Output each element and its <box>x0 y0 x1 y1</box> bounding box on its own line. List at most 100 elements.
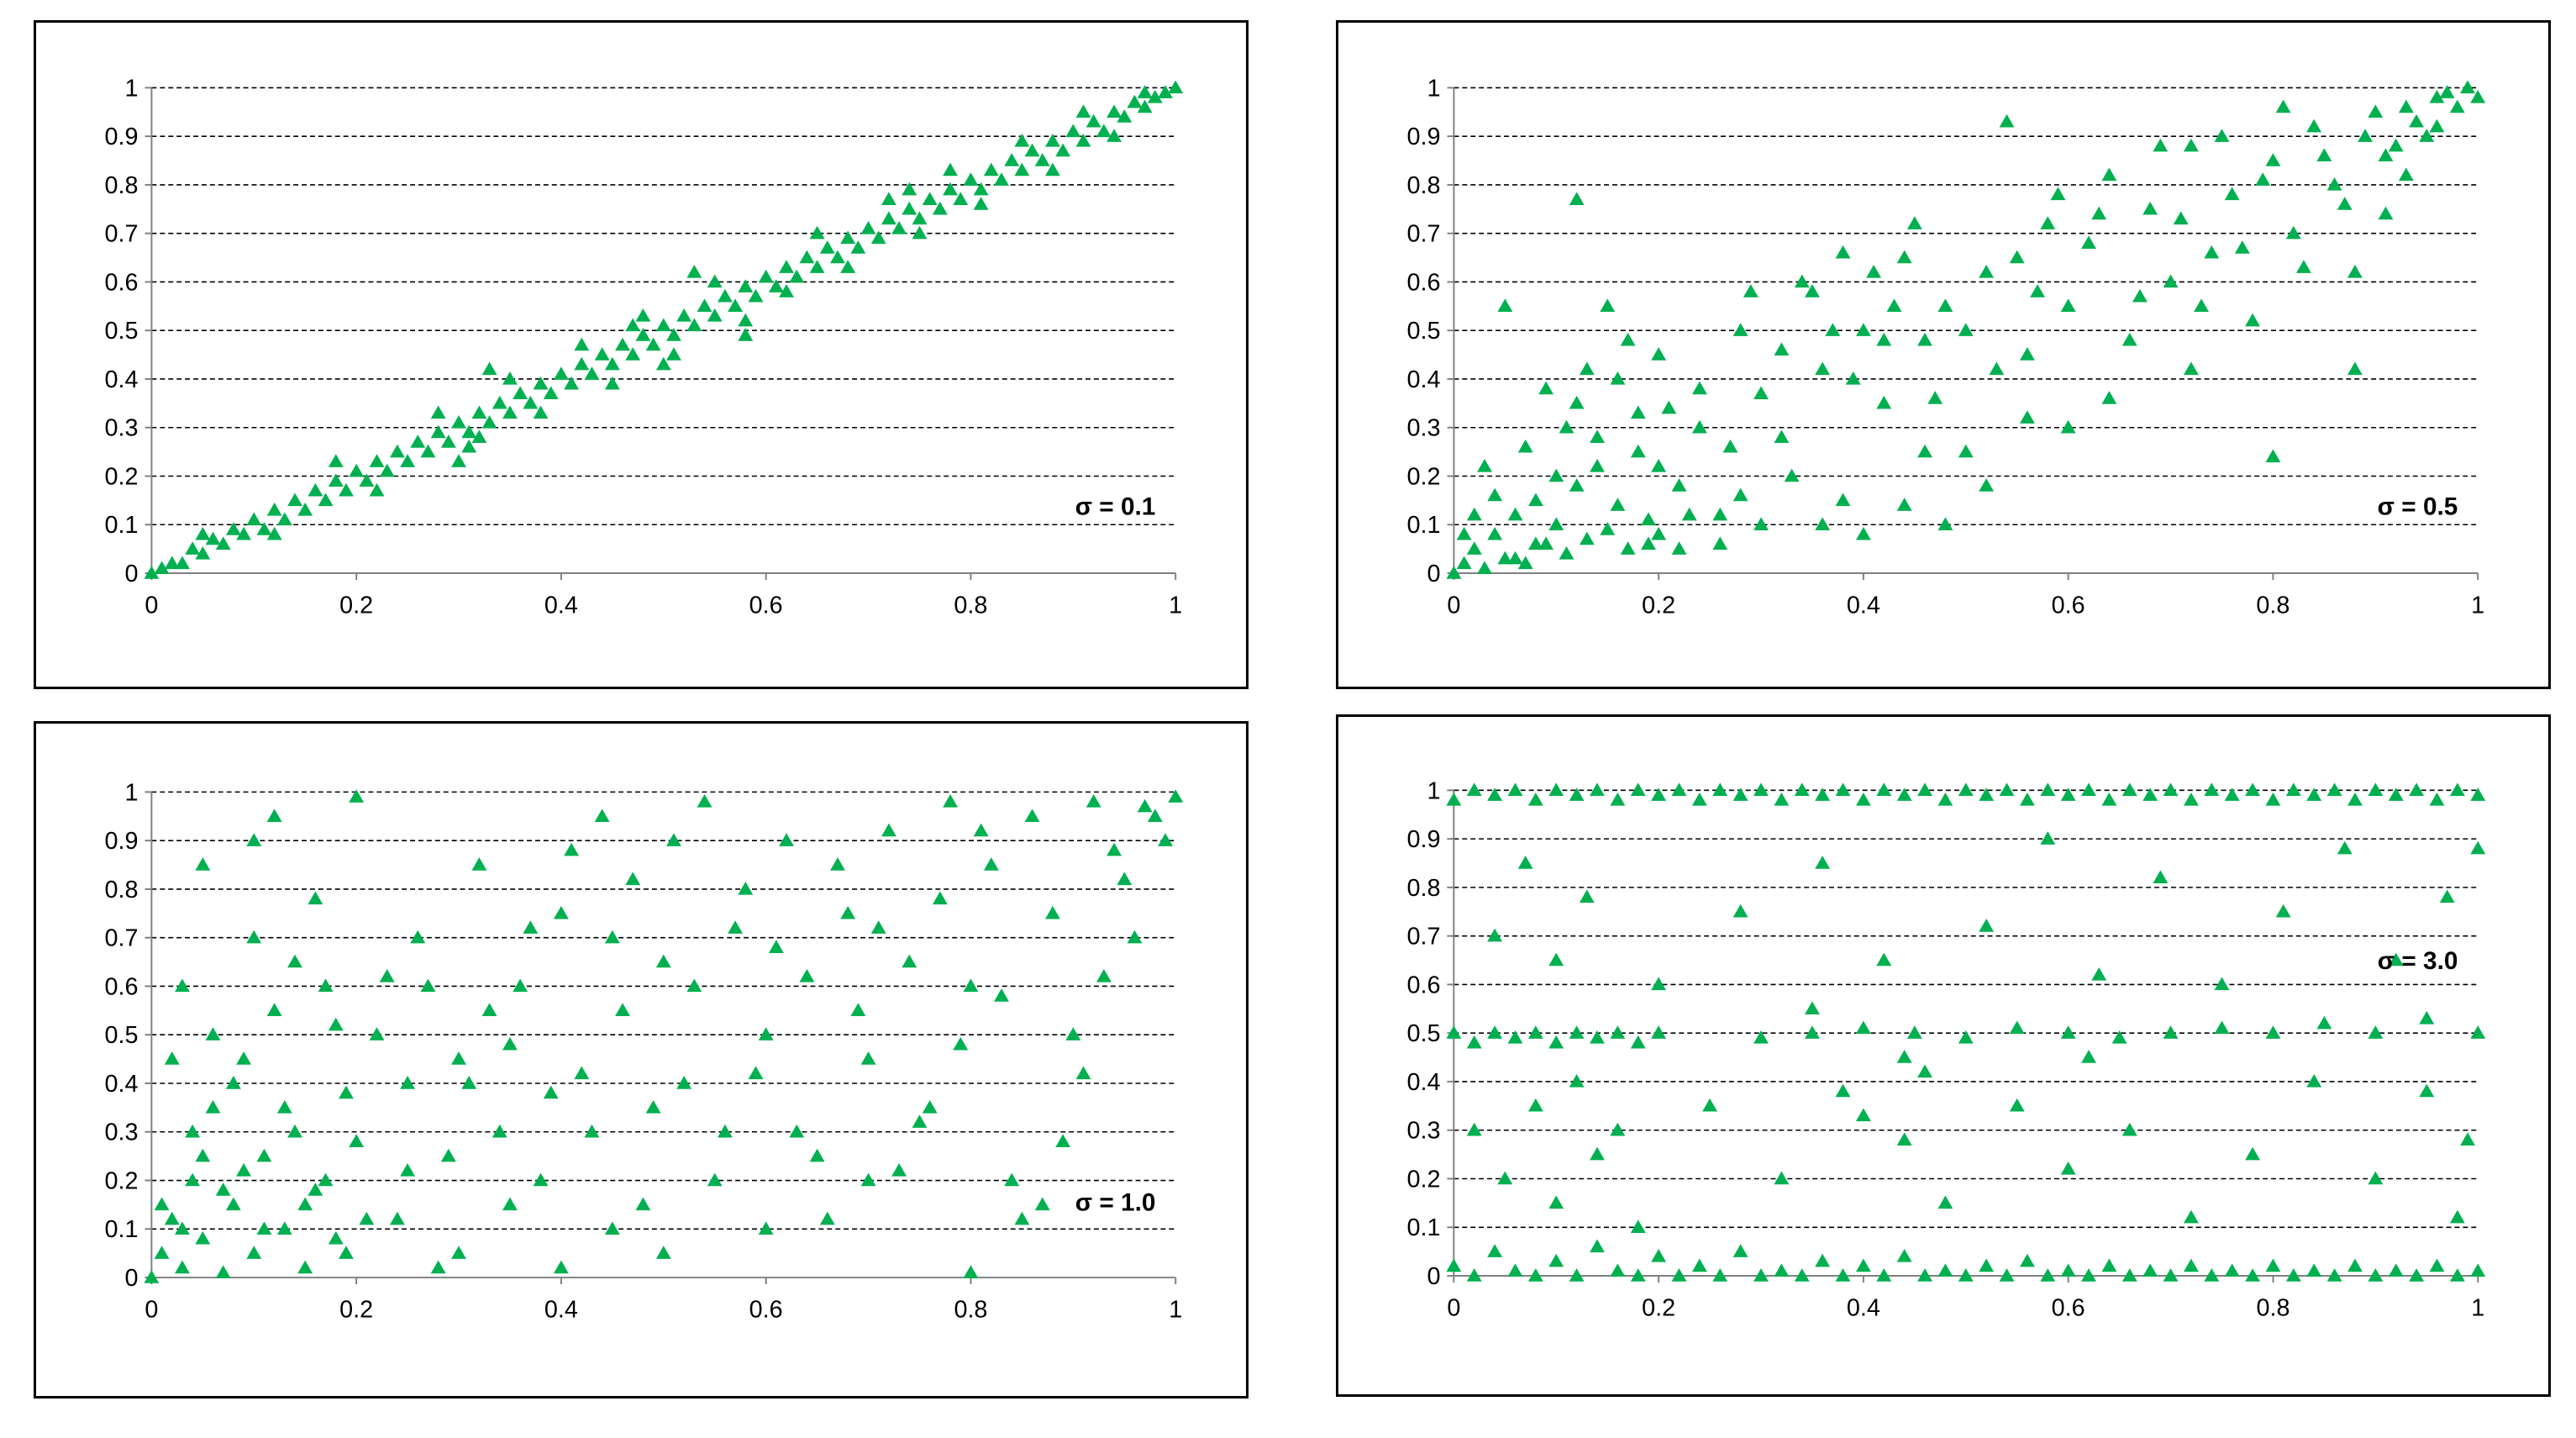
y-tick-label: 0.2 <box>1407 463 1441 490</box>
data-point-triangle <box>420 444 436 458</box>
data-point-triangle <box>1147 809 1163 822</box>
y-tick-label: 0.8 <box>1406 875 1440 902</box>
data-point-triangle <box>1876 782 1892 797</box>
data-point-triangle <box>1045 905 1060 919</box>
data-point-triangle <box>1446 1258 1462 1272</box>
data-point-triangle <box>574 356 590 371</box>
data-point-triangle <box>1117 109 1133 123</box>
data-point-triangle <box>973 197 989 210</box>
data-point-triangle <box>728 920 744 934</box>
data-point-triangle <box>1086 113 1101 128</box>
data-point-triangle <box>840 230 856 245</box>
y-tick-label: 0.1 <box>1406 1214 1440 1241</box>
x-tick-label: 0.8 <box>954 593 987 619</box>
data-point-triangle <box>2470 840 2486 855</box>
data-point-triangle <box>287 954 302 968</box>
data-point-triangle <box>850 240 866 254</box>
data-point-triangle <box>1794 1268 1810 1282</box>
data-point-triangle <box>553 366 569 380</box>
data-point-triangle <box>625 347 641 361</box>
data-point-triangle <box>1590 429 1605 443</box>
data-point-triangle <box>1835 782 1851 797</box>
data-point-triangle <box>973 823 989 837</box>
data-point-triangle <box>1671 541 1687 555</box>
data-point-triangle <box>185 1124 201 1138</box>
data-point-triangle <box>2060 1161 2076 1175</box>
data-point-triangle <box>1590 1239 1605 1253</box>
data-point-triangle <box>1753 782 1769 797</box>
y-tick-label: 0.6 <box>105 269 139 296</box>
x-tick-label: 1 <box>2471 1295 2484 1322</box>
data-point-triangle <box>1107 129 1122 142</box>
data-point-triangle <box>953 1036 969 1051</box>
data-point-triangle <box>339 482 354 497</box>
data-point-triangle <box>2081 782 2097 797</box>
data-point-triangle <box>1507 782 1523 797</box>
data-point-triangle <box>523 920 539 934</box>
x-tick-label: 0.6 <box>2052 593 2085 619</box>
data-point-triangle <box>2019 347 2035 361</box>
data-point-triangle <box>502 371 518 385</box>
data-point-triangle <box>328 473 344 487</box>
data-point-triangle <box>308 1183 323 1196</box>
data-point-triangle <box>2081 1050 2097 1063</box>
data-point-triangle <box>533 405 549 419</box>
data-point-triangle <box>1487 1025 1503 1039</box>
data-point-triangle <box>655 356 671 371</box>
data-point-triangle <box>1477 561 1492 574</box>
data-point-triangle <box>328 1017 344 1031</box>
data-point-triangle <box>440 1148 456 1162</box>
data-point-triangle <box>1456 556 1472 570</box>
y-tick-label: 0.3 <box>1407 415 1441 442</box>
data-point-triangle <box>276 1099 292 1114</box>
data-point-triangle <box>963 172 979 186</box>
data-point-triangle <box>1610 1263 1626 1277</box>
data-point-triangle <box>860 1051 876 1065</box>
data-point-triangle <box>830 857 845 871</box>
data-point-triangle <box>308 482 323 497</box>
data-point-triangle <box>953 192 969 205</box>
data-point-triangle <box>2470 1263 2486 1277</box>
data-point-triangle <box>1876 332 1892 346</box>
data-point-triangle <box>2306 119 2322 133</box>
data-point-triangle <box>1600 522 1616 535</box>
data-point-triangle <box>2040 216 2056 229</box>
data-point-triangle <box>266 809 282 822</box>
data-point-triangle <box>195 526 211 540</box>
x-tick-label: 0.4 <box>1847 593 1880 619</box>
data-point-triangle <box>164 1051 180 1065</box>
data-point-triangle <box>154 1197 170 1211</box>
data-point-triangle <box>2326 177 2342 191</box>
data-point-triangle <box>655 954 671 968</box>
data-point-triangle <box>2142 1263 2158 1277</box>
y-tick-label: 0.2 <box>105 463 139 490</box>
data-point-triangle <box>1979 787 1995 801</box>
data-point-triangle <box>195 1148 211 1162</box>
data-point-triangle <box>604 356 620 371</box>
data-point-triangle <box>2347 792 2363 806</box>
data-point-triangle <box>1466 782 1482 797</box>
data-point-triangle <box>676 1076 692 1089</box>
y-tick-label: 0.9 <box>1407 124 1441 150</box>
x-tick-label: 1 <box>2471 593 2484 619</box>
data-point-triangle <box>195 857 211 871</box>
y-tick-label: 0.7 <box>104 925 138 952</box>
data-point-triangle <box>809 260 825 273</box>
data-point-triangle <box>2470 1025 2486 1039</box>
data-point-triangle <box>1651 459 1667 472</box>
data-point-triangle <box>686 264 702 278</box>
data-point-triangle <box>1610 371 1626 385</box>
data-point-triangle <box>1855 526 1871 540</box>
data-point-triangle <box>1147 90 1163 103</box>
data-point-triangle <box>1559 419 1575 434</box>
data-point-triangle <box>1630 1268 1646 1282</box>
data-point-triangle <box>2470 787 2486 801</box>
data-point-triangle <box>1917 1064 1932 1078</box>
data-point-triangle <box>1999 1268 2015 1282</box>
data-point-triangle <box>1569 1025 1585 1039</box>
data-point-triangle <box>2091 967 2107 981</box>
data-point-triangle <box>2409 113 2424 128</box>
data-point-triangle <box>2245 1268 2261 1282</box>
data-point-triangle <box>1896 1132 1912 1146</box>
data-point-triangle <box>738 881 754 895</box>
